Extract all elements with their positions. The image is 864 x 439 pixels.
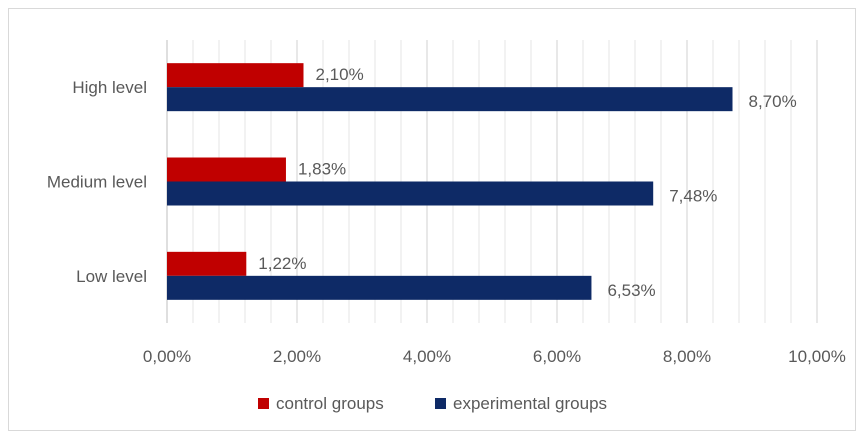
category-label: Medium level bbox=[47, 173, 147, 192]
data-label: 6,53% bbox=[607, 281, 655, 300]
x-tick-label: 0,00% bbox=[143, 347, 191, 366]
legend-label: control groups bbox=[276, 394, 384, 413]
bar-control bbox=[167, 63, 304, 87]
bar-control bbox=[167, 158, 286, 182]
bar-experimental bbox=[167, 276, 591, 300]
x-tick-label: 10,00% bbox=[788, 347, 846, 366]
legend-label: experimental groups bbox=[453, 394, 607, 413]
data-label: 7,48% bbox=[669, 187, 717, 206]
x-tick-label: 6,00% bbox=[533, 347, 581, 366]
category-label: Low level bbox=[76, 267, 147, 286]
bar-control bbox=[167, 252, 246, 276]
x-tick-label: 2,00% bbox=[273, 347, 321, 366]
bar-experimental bbox=[167, 87, 733, 111]
data-label: 8,70% bbox=[749, 92, 797, 111]
data-label: 1,83% bbox=[298, 160, 346, 179]
data-label: 2,10% bbox=[316, 65, 364, 84]
data-label: 1,22% bbox=[258, 254, 306, 273]
category-label: High level bbox=[72, 78, 147, 97]
x-tick-label: 4,00% bbox=[403, 347, 451, 366]
legend-swatch bbox=[435, 398, 446, 409]
legend-swatch bbox=[258, 398, 269, 409]
bar-experimental bbox=[167, 182, 653, 206]
x-tick-label: 8,00% bbox=[663, 347, 711, 366]
